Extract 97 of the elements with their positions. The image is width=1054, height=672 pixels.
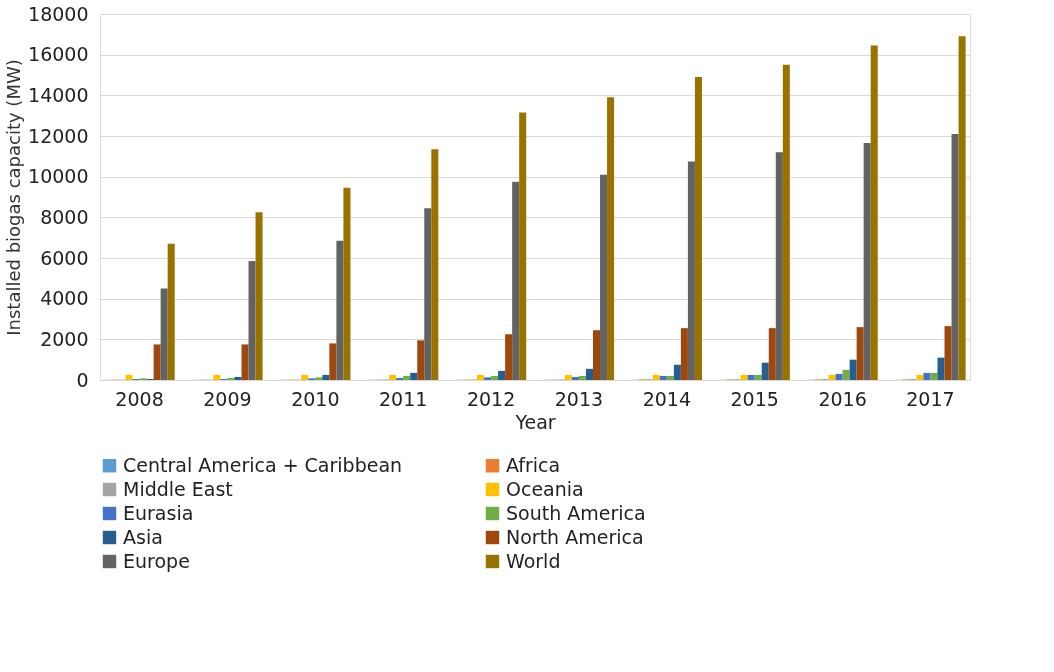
- bar: [498, 370, 506, 380]
- y-tick-label: 6000: [40, 246, 89, 269]
- legend-label: Africa: [506, 453, 561, 476]
- legend-label: Europe: [123, 549, 190, 572]
- bar: [417, 340, 425, 380]
- bar: [782, 64, 790, 380]
- x-tick-label: 2012: [466, 387, 516, 410]
- bar: [389, 374, 397, 380]
- bar: [322, 374, 330, 380]
- bar: [585, 368, 593, 380]
- x-tick-label: 2016: [818, 387, 867, 410]
- x-tick-label: 2010: [291, 387, 340, 410]
- bar: [923, 372, 931, 380]
- bar: [301, 374, 309, 380]
- y-tick-label: 14000: [28, 83, 89, 106]
- bar: [519, 112, 527, 380]
- bar: [775, 152, 783, 380]
- bar: [160, 288, 168, 380]
- legend-label: South America: [506, 501, 646, 524]
- bar: [491, 375, 499, 380]
- bar: [951, 133, 959, 380]
- bar: [410, 372, 418, 380]
- bar: [687, 161, 695, 380]
- bar: [849, 359, 857, 380]
- y-axis-title: Installed biogas capacity (MW): [3, 59, 25, 336]
- legend-label: North America: [506, 525, 644, 548]
- bar: [958, 36, 966, 380]
- y-tick-label: 2000: [40, 327, 89, 350]
- bar: [255, 212, 263, 380]
- y-tick-label: 18000: [28, 2, 89, 25]
- bar: [227, 377, 235, 380]
- bar: [828, 374, 836, 380]
- x-tick-label: 2011: [379, 387, 428, 410]
- x-axis-title: Year: [514, 410, 556, 433]
- bar: [593, 330, 601, 380]
- bar: [315, 377, 323, 380]
- bar: [403, 375, 411, 380]
- legend-label: Asia: [123, 525, 163, 548]
- bar: [863, 143, 871, 380]
- bar: [248, 261, 256, 380]
- legend-label: Middle East: [123, 477, 233, 500]
- bar: [937, 357, 945, 380]
- bar: [754, 374, 762, 380]
- bar: [761, 362, 769, 380]
- bar: [505, 334, 513, 380]
- bar: [607, 97, 615, 380]
- bar: [944, 326, 952, 380]
- bar: [484, 377, 492, 380]
- bar: [856, 327, 864, 380]
- bar: [396, 377, 404, 380]
- bar: [673, 364, 681, 380]
- bar: [477, 374, 485, 380]
- bar: [431, 149, 439, 380]
- bar: [213, 374, 221, 380]
- legend-label: World: [506, 549, 561, 572]
- bar: [234, 376, 242, 380]
- bar: [153, 344, 161, 380]
- bar: [680, 328, 688, 380]
- bar: [336, 240, 344, 380]
- bar: [600, 174, 608, 380]
- bar: [125, 374, 133, 380]
- bar: [571, 376, 579, 380]
- bar: [870, 45, 878, 380]
- bar: [564, 374, 572, 380]
- bar: [916, 374, 924, 380]
- bar: [512, 181, 520, 380]
- bar: [343, 187, 351, 380]
- y-tick-label: 10000: [28, 165, 89, 188]
- y-tick-label: 4000: [40, 287, 89, 310]
- legend-label: Oceania: [506, 477, 584, 500]
- x-tick-label: 2015: [730, 387, 779, 410]
- x-tick-label: 2008: [115, 387, 164, 410]
- bar: [241, 344, 249, 380]
- y-tick-label: 8000: [40, 205, 89, 228]
- bar: [666, 375, 674, 380]
- bar: [329, 343, 337, 380]
- x-tick-label: 2014: [642, 387, 691, 410]
- bar: [652, 374, 660, 380]
- y-tick-label: 16000: [28, 43, 89, 66]
- bar: [835, 373, 843, 380]
- bar: [424, 208, 432, 380]
- bar: [768, 328, 776, 380]
- bar: [167, 243, 175, 380]
- legend-label: Central America + Caribbean: [123, 453, 403, 476]
- bar: [694, 77, 702, 380]
- legend-label: Eurasia: [123, 501, 194, 524]
- bar: [659, 375, 667, 380]
- y-tick-label: 0: [76, 368, 89, 391]
- bar: [842, 369, 850, 380]
- bar: [578, 375, 586, 380]
- x-tick-label: 2009: [203, 387, 252, 410]
- bar: [740, 374, 748, 380]
- x-tick-label: 2013: [554, 387, 604, 410]
- bar: [930, 372, 938, 380]
- y-tick-label: 12000: [28, 124, 89, 147]
- bar: [747, 374, 755, 380]
- x-tick-label: 2017: [906, 387, 955, 410]
